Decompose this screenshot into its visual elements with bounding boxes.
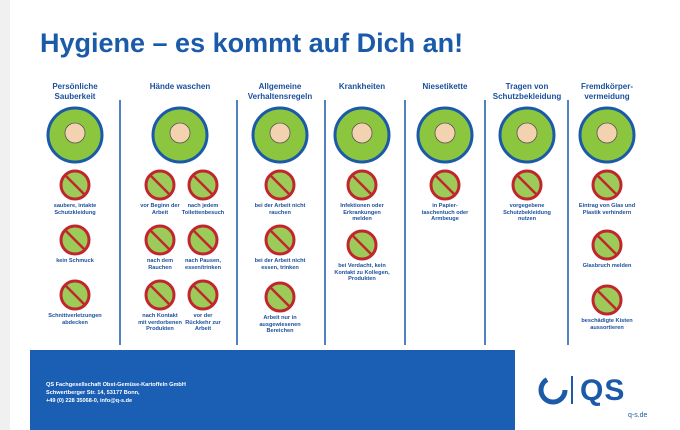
logo-mark xyxy=(538,375,573,405)
rule-label: vor Beginn der Arbeit xyxy=(140,203,180,216)
column-heading: Allgemeine Verhaltensregeln xyxy=(247,82,313,101)
rule-label: nach dem Rauchen xyxy=(146,258,174,271)
rule-icon-slash xyxy=(65,175,85,195)
rule-label: nach Kontakt mit verdorbenen Produkten xyxy=(138,313,182,333)
rule-label: in Papier-taschentuch oder Armbeuge xyxy=(421,203,469,223)
rule-icon-slash xyxy=(597,290,617,310)
rule-icon-slash xyxy=(517,175,537,195)
rule-label: Glasbruch melden xyxy=(582,263,632,269)
rule-icon-slash xyxy=(352,235,372,255)
rule-label: nach Pausen, essen/trinken xyxy=(184,258,222,271)
rule-icon-slash xyxy=(270,287,290,307)
rule-icon-slash xyxy=(270,230,290,250)
rule-label: Infektionen oder Erkrankungen melden xyxy=(340,203,384,223)
rule-label: Arbeit nur in ausgewiesenen Bereichen xyxy=(259,315,301,335)
title: Hygiene – es kommt auf Dich an! xyxy=(40,28,464,58)
footer-band xyxy=(30,350,515,430)
main-icon-face xyxy=(434,122,456,144)
rule-icon-slash xyxy=(65,230,85,250)
rule-label: Schnittverletzungen abdecken xyxy=(48,313,102,326)
rule-icon-slash xyxy=(435,175,455,195)
rule-icon-slash xyxy=(193,285,213,305)
main-icon-face xyxy=(596,122,618,144)
footer-line: QS Fachgesellschaft Obst-Gemüse-Kartoffe… xyxy=(46,382,186,388)
logo: QS xyxy=(580,374,626,407)
rule-label: saubere, intakte Schutzkleidung xyxy=(53,203,97,216)
column-heading: Hände waschen xyxy=(149,82,211,91)
logo-url: q-s.de xyxy=(628,412,648,419)
main-icon-face xyxy=(64,122,86,144)
rule-icon-slash xyxy=(150,175,170,195)
column-heading: Tragen von Schutzbekleidung xyxy=(492,82,562,101)
column-heading: Niesetikette xyxy=(422,82,468,91)
column-heading: Fremdkörper-vermeidung xyxy=(580,82,633,101)
rule-icon-slash xyxy=(193,230,213,250)
main-icon-face xyxy=(269,122,291,144)
rule-icon-slash xyxy=(193,175,213,195)
rule-label: kein Schmuck xyxy=(56,258,94,264)
main-icon-face xyxy=(516,122,538,144)
rule-label: vorgegebene Schutzbekleidung nutzen xyxy=(503,203,551,223)
rule-icon-slash xyxy=(150,230,170,250)
rule-label: bei Verdacht, kein Kontakt zu Kollegen, … xyxy=(334,263,390,283)
rule-icon-slash xyxy=(597,235,617,255)
rule-label: vor der Rückkehr zur Arbeit xyxy=(185,313,221,333)
rule-label: nach jedem Toilettenbesuch xyxy=(181,203,225,216)
column-heading: Persönliche Sauberkeit xyxy=(52,82,98,101)
footer-line: Schwertberger Str. 14, 53177 Bonn, xyxy=(46,390,140,396)
rule-label: Eintrag von Glas und Plastik verhindern xyxy=(578,203,636,216)
main-icon-face xyxy=(169,122,191,144)
rule-icon-slash xyxy=(352,175,372,195)
rule-label: bei der Arbeit nicht essen, trinken xyxy=(254,258,306,271)
rule-icon-slash xyxy=(597,175,617,195)
main-icon-face xyxy=(351,122,373,144)
side-strip xyxy=(0,0,10,430)
column-heading: Krankheiten xyxy=(338,82,386,91)
footer-line: +49 (0) 228 35068-0, info@q-s.de xyxy=(46,398,133,404)
rule-icon-slash xyxy=(65,285,85,305)
rule-label: bei der Arbeit nicht rauchen xyxy=(254,203,306,216)
rule-icon-slash xyxy=(270,175,290,195)
rule-label: beschädigte Kisten aussortieren xyxy=(581,318,633,331)
rule-icon-slash xyxy=(150,285,170,305)
